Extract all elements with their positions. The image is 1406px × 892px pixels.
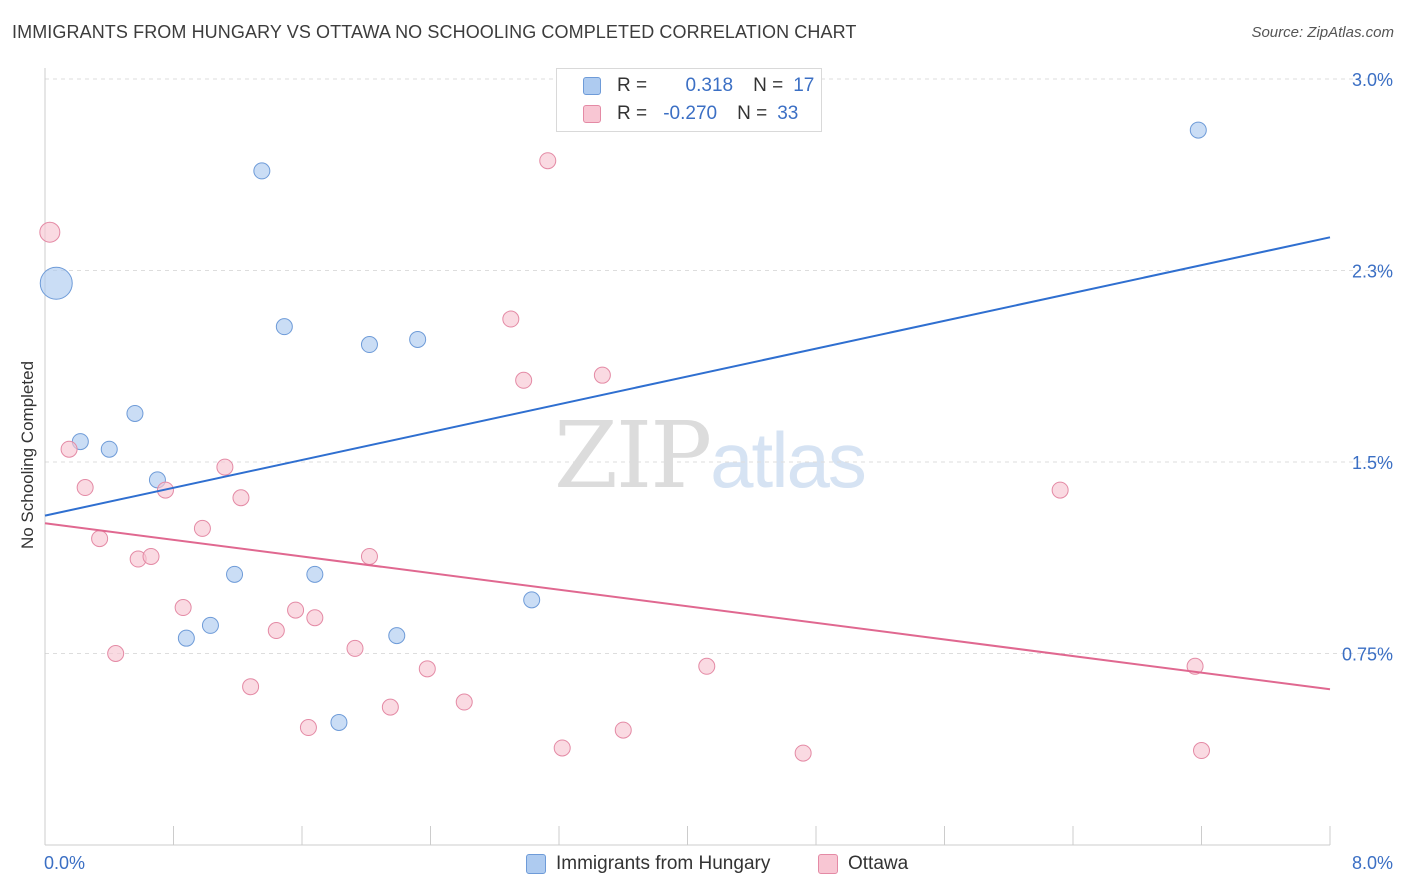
ottawa-point [346, 639, 364, 657]
ottawa-point [91, 530, 109, 548]
source-label: Source: ZipAtlas.com [1251, 24, 1394, 41]
hungary-point [1189, 121, 1207, 139]
hungary-point [409, 330, 427, 348]
ottawa-point [455, 693, 473, 711]
ottawa-point [539, 152, 557, 170]
watermark-zip: ZIP [554, 402, 712, 509]
y-tick-label: 2.3% [1352, 262, 1393, 282]
ottawa-point [418, 660, 436, 678]
ottawa-trend-line [44, 522, 1331, 691]
legend-n-label: N = [737, 103, 768, 124]
y-tick-label: 3.0% [1352, 70, 1393, 90]
legend-n-value: 33 [777, 103, 799, 124]
ottawa-point [614, 721, 632, 739]
ottawa-point [39, 221, 61, 243]
bottom-legend-swatch-ottawa [818, 854, 838, 874]
ottawa-point [216, 458, 234, 476]
bottom-legend-label-ottawa: Ottawa [848, 853, 909, 874]
ottawa-point [360, 547, 378, 565]
hungary-point [226, 565, 244, 583]
hungary-point [126, 404, 144, 422]
legend-n-label: N = [753, 75, 784, 96]
ottawa-point [1051, 481, 1069, 499]
bottom-legend-label-hungary: Immigrants from Hungary [556, 853, 771, 874]
ottawa-point [232, 489, 250, 507]
ottawa-point [142, 547, 160, 565]
legend-row-ottawa: R = -0.270 N = 33 [583, 101, 798, 127]
ottawa-point [794, 744, 812, 762]
legend-r-value: 0.318 [680, 75, 734, 96]
ottawa-point [1193, 742, 1210, 760]
hungary-point [201, 616, 219, 634]
chart-title: IMMIGRANTS FROM HUNGARY VS OTTAWA NO SCH… [12, 22, 857, 42]
legend-n-value: 17 [793, 75, 815, 96]
ottawa-point [60, 440, 78, 458]
ottawa-point [306, 609, 324, 627]
ottawa-point [174, 599, 192, 617]
ottawa-point [107, 645, 125, 662]
watermark-atlas: atlas [710, 416, 867, 504]
hungary-point [360, 336, 378, 354]
hungary-trend-line [44, 236, 1331, 517]
ottawa-point [698, 657, 716, 675]
x-tick-label: 8.0% [1352, 853, 1393, 873]
legend-r-label: R = [617, 103, 648, 124]
hungary-point [523, 591, 541, 609]
correlation-legend: R = 0.318 N = 17 R = -0.270 N = 33 [556, 68, 822, 132]
legend-row-hungary: R = 0.318 N = 17 [583, 73, 814, 99]
ottawa-point [76, 479, 94, 497]
y-tick-label: 1.5% [1352, 453, 1393, 473]
ottawa-point [299, 719, 317, 737]
ottawa-point [381, 698, 399, 716]
ottawa-point [287, 601, 305, 619]
hungary-point [388, 627, 406, 645]
ottawa-point [1186, 657, 1204, 675]
ottawa-point [193, 519, 211, 537]
hungary-point [177, 629, 195, 647]
bottom-legend-ottawa: Ottawa [818, 852, 908, 876]
hungary-point [275, 318, 293, 336]
legend-r-label: R = [617, 75, 648, 96]
legend-swatch-ottawa [583, 105, 601, 123]
x-tick-label: 0.0% [44, 853, 85, 873]
bottom-legend-swatch-hungary [526, 854, 546, 874]
ottawa-point [553, 739, 571, 757]
ottawa-point [502, 310, 520, 328]
bottom-legend-hungary: Immigrants from Hungary [526, 852, 770, 876]
ottawa-point [515, 371, 533, 389]
legend-swatch-hungary [583, 77, 601, 95]
ottawa-point [593, 366, 611, 384]
legend-r-value: -0.270 [663, 103, 718, 124]
hungary-point [100, 440, 118, 458]
hungary-point [306, 565, 324, 583]
ottawa-point [242, 678, 260, 696]
hungary-point [39, 266, 73, 300]
watermark: ZIPatlas [554, 402, 867, 509]
y-tick-label: 0.75% [1342, 645, 1393, 665]
hungary-point [253, 162, 271, 180]
hungary-point [330, 713, 348, 731]
ottawa-point [267, 622, 285, 640]
